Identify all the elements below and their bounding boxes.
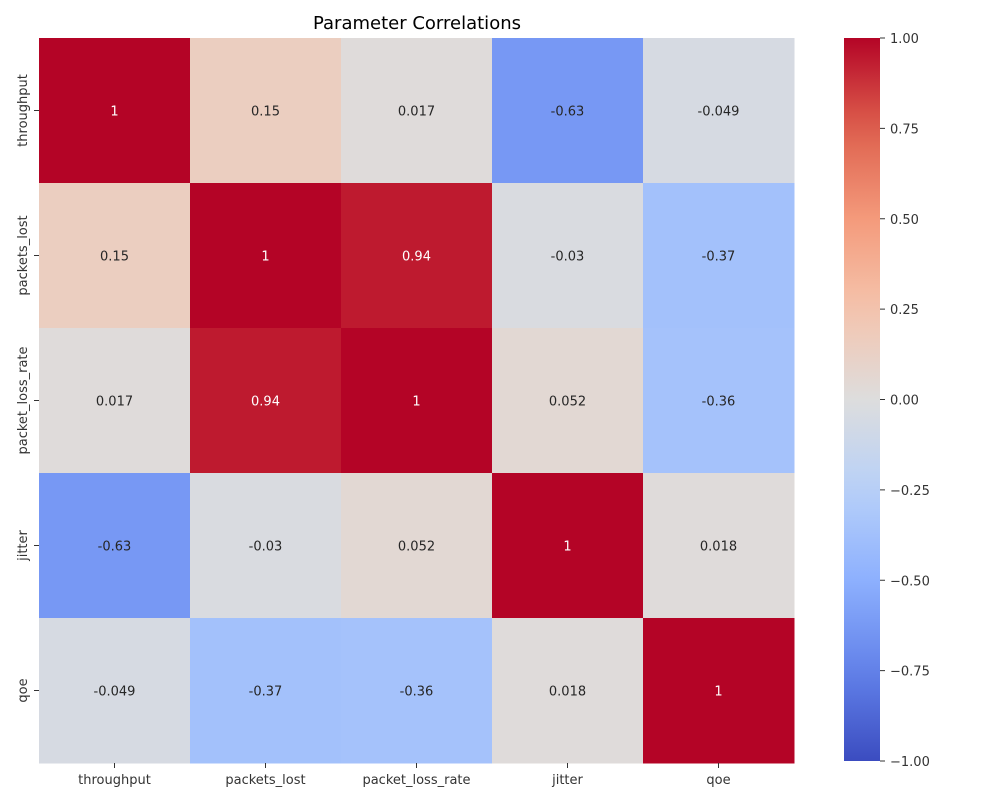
cell-annotation: 0.15 <box>251 105 280 120</box>
heatmap-cell <box>341 183 493 329</box>
cell-annotation: -0.36 <box>400 685 434 700</box>
heatmap-cell <box>39 328 191 474</box>
cell-annotation: 1 <box>261 250 269 265</box>
heatmap-cell <box>341 328 493 474</box>
colorbar-tick-label: −0.75 <box>890 665 930 680</box>
heatmap-cell <box>39 38 191 184</box>
cell-annotation: -0.36 <box>702 395 736 410</box>
cell-annotation: 0.94 <box>402 250 431 265</box>
colorbar-tick-label: 0.00 <box>890 394 919 409</box>
cell-annotation: -0.63 <box>98 540 132 555</box>
colorbar-tick-label: 1.00 <box>890 32 919 47</box>
y-tick-label: qoe <box>16 678 31 702</box>
heatmap-cell <box>341 618 493 764</box>
heatmap-cell <box>39 473 191 619</box>
heatmap-cell <box>492 183 644 329</box>
cell-annotation: -0.63 <box>551 105 585 120</box>
cell-annotation: 1 <box>714 685 722 700</box>
heatmap-cell <box>190 473 342 619</box>
heatmap-cell <box>643 328 795 474</box>
colorbar-tick-label: 0.50 <box>890 213 919 228</box>
y-tick-label: throughput <box>16 74 31 147</box>
cell-annotation: 1 <box>563 540 571 555</box>
cell-annotation: 1 <box>110 105 118 120</box>
cell-annotation: 0.052 <box>398 540 435 555</box>
heatmap-cell <box>492 38 644 184</box>
cell-annotation: 0.017 <box>398 105 435 120</box>
cell-annotation: -0.03 <box>249 540 283 555</box>
heatmap-cell <box>190 618 342 764</box>
heatmap-cell <box>190 38 342 184</box>
heatmap-cell <box>643 183 795 329</box>
heatmap-cell <box>643 473 795 619</box>
heatmap-cell <box>492 328 644 474</box>
x-tick-label: throughput <box>78 773 151 788</box>
heatmap-cell <box>492 473 644 619</box>
cell-annotation: 1 <box>412 395 420 410</box>
cell-annotation: 0.052 <box>549 395 586 410</box>
chart-title: Parameter Correlations <box>313 13 521 34</box>
heatmap-cell <box>39 183 191 329</box>
cell-annotation: -0.049 <box>94 685 136 700</box>
y-tick-label: jitter <box>16 529 31 561</box>
colorbar-tick-label: 0.75 <box>890 122 919 137</box>
colorbar-gradient <box>844 38 880 761</box>
colorbar <box>844 38 880 761</box>
cell-annotation: -0.03 <box>551 250 585 265</box>
colorbar-tick-label: −0.25 <box>890 484 930 499</box>
heatmap-cell <box>341 473 493 619</box>
colorbar-tick-label: −0.50 <box>890 574 930 589</box>
heatmap-cell <box>39 618 191 764</box>
heatmap-cells: 1 0.15 0.017 -0.63 -0.049 0.15 1 0.94 -0.03 -0.37… <box>39 38 795 764</box>
cell-annotation: -0.049 <box>698 105 740 120</box>
heatmap-cell <box>643 38 795 184</box>
x-tick-label: jitter <box>551 773 583 788</box>
y-tick-label: packets_lost <box>16 215 31 295</box>
colorbar-axis: 1.00 0.75 0.50 0.25 0.00 −0.25 −0.50 −0.75 −1.00 <box>880 32 930 770</box>
colorbar-tick-label: 0.25 <box>890 303 919 318</box>
heatmap-cell <box>190 183 342 329</box>
heatmap-cell <box>190 328 342 474</box>
cell-annotation: -0.37 <box>249 685 283 700</box>
cell-annotation: 0.018 <box>549 685 586 700</box>
x-tick-label: packets_lost <box>225 773 305 788</box>
cell-annotation: 0.017 <box>96 395 133 410</box>
heatmap-cell <box>492 618 644 764</box>
y-axis: throughput packets_lost packet_loss_rateji… <box>16 74 39 703</box>
x-axis: throughput packets_lost packet_loss_rate ji… <box>78 763 731 788</box>
heatmap-cell <box>341 38 493 184</box>
colorbar-tick-label: −1.00 <box>890 755 930 770</box>
cell-annotation: 0.94 <box>251 395 280 410</box>
x-tick-label: qoe <box>706 773 730 788</box>
cell-annotation: -0.37 <box>702 250 736 265</box>
x-tick-label: packet_loss_rate <box>362 773 470 788</box>
cell-annotation: 0.15 <box>100 250 129 265</box>
heatmap-cell <box>643 618 795 764</box>
y-tick-label: packet_loss_rate <box>16 346 31 454</box>
cell-annotation: 0.018 <box>700 540 737 555</box>
